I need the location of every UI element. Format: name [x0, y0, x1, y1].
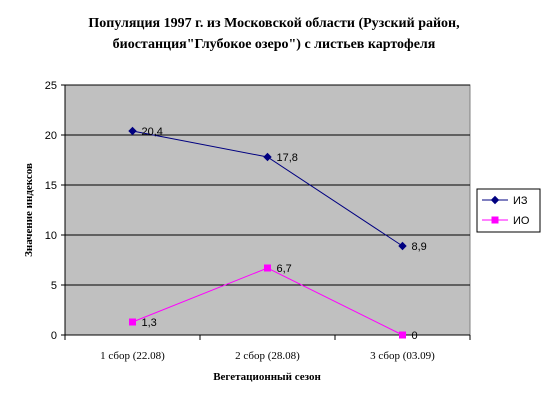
chart-title-line-1: Популяция 1997 г. из Московской области … — [88, 16, 459, 31]
chart-title-line-2: биостанция"Глубокое озеро") с листьев ка… — [113, 37, 436, 52]
data-point-marker — [399, 331, 406, 339]
x-tick-label: 2 сбор (28.08) — [235, 350, 300, 362]
data-point-marker — [398, 241, 407, 251]
data-label: 8,9 — [412, 241, 427, 253]
data-point-marker — [490, 195, 500, 205]
data-label: 0 — [412, 330, 418, 342]
y-tick-label: 20 — [45, 130, 57, 142]
y-tick-label: 15 — [45, 180, 57, 192]
y-tick-label: 10 — [45, 230, 57, 242]
data-label: 6,7 — [277, 263, 292, 275]
data-point-marker — [491, 216, 499, 224]
data-label: 17,8 — [277, 152, 298, 164]
legend: ИЗ ИО — [476, 188, 541, 233]
plot-area — [64, 84, 471, 336]
x-tick-label: 3 сбор (03.09) — [370, 350, 435, 362]
series: 20,4 17,8 8,9 1,3 6,7 0 — [128, 126, 427, 342]
legend-box — [476, 188, 541, 233]
data-point-marker — [128, 126, 137, 136]
y-tick-label: 25 — [45, 80, 57, 92]
legend-label: ИЗ — [513, 195, 528, 207]
x-axis-title: Вегетационный сезон — [213, 371, 321, 383]
data-point-marker — [129, 318, 136, 326]
data-point-marker — [263, 152, 272, 162]
x-tick-label: 1 сбор (22.08) — [100, 350, 165, 362]
legend-label: ИО — [513, 215, 530, 227]
y-tick-label: 5 — [51, 280, 57, 292]
data-label: 20,4 — [142, 126, 163, 138]
y-tick-label: 0 — [51, 330, 57, 342]
data-point-marker — [264, 264, 271, 272]
y-axis-title: Значение индексов — [23, 163, 35, 257]
data-label: 1,3 — [142, 317, 157, 329]
